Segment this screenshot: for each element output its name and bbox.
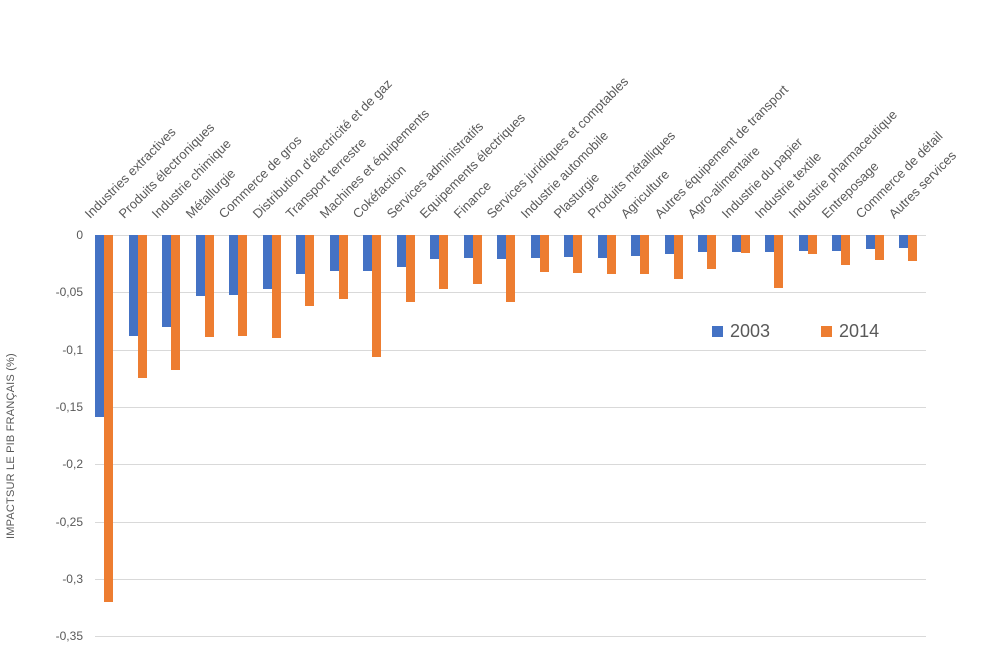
bar-pair xyxy=(732,235,750,253)
bar-pair xyxy=(631,235,649,274)
bar-pair xyxy=(665,235,683,279)
bar-2003 xyxy=(162,235,171,327)
bar-pair xyxy=(330,235,348,299)
bar-2003 xyxy=(866,235,875,249)
bar-2003 xyxy=(631,235,640,256)
bar-2014 xyxy=(573,235,582,273)
bar-2003 xyxy=(263,235,272,289)
bar-2003 xyxy=(832,235,841,251)
gridline xyxy=(95,350,926,351)
gridline xyxy=(95,636,926,637)
y-tick-label: -0,3 xyxy=(62,572,83,586)
bar-pair xyxy=(899,235,917,261)
bar-2014 xyxy=(439,235,448,289)
y-axis-title: IMPACTSUR LE PIB FRANÇAIS (%) xyxy=(5,353,17,539)
bar-2014 xyxy=(774,235,783,288)
bar-pair xyxy=(196,235,214,337)
bar-2003 xyxy=(464,235,473,258)
y-tick-label: -0,05 xyxy=(55,285,83,299)
bar-2014 xyxy=(674,235,683,279)
bar-pair xyxy=(464,235,482,284)
bar-2014 xyxy=(506,235,515,302)
bar-2014 xyxy=(640,235,649,274)
bar-2003 xyxy=(765,235,774,252)
bar-2003 xyxy=(363,235,372,271)
bar-pair xyxy=(698,235,716,269)
bar-pair xyxy=(129,235,147,378)
bar-2014 xyxy=(540,235,549,272)
bar-2003 xyxy=(397,235,406,267)
gridline xyxy=(95,464,926,465)
bar-2003 xyxy=(229,235,238,295)
bar-2003 xyxy=(196,235,205,296)
legend-item-2014: 2014 xyxy=(821,322,879,340)
bar-2003 xyxy=(531,235,540,258)
bar-2014 xyxy=(238,235,247,336)
legend: 2003 2014 xyxy=(712,322,879,340)
bar-2014 xyxy=(808,235,817,254)
gridline xyxy=(95,522,926,523)
bar-2003 xyxy=(330,235,339,271)
bar-2003 xyxy=(732,235,741,252)
bar-2014 xyxy=(875,235,884,260)
bar-pair xyxy=(397,235,415,302)
y-tick-label: -0,1 xyxy=(62,343,83,357)
bar-2003 xyxy=(296,235,305,274)
bar-2003 xyxy=(95,235,104,417)
bar-2003 xyxy=(698,235,707,252)
bar-2003 xyxy=(665,235,674,254)
bar-2003 xyxy=(129,235,138,336)
bar-pair xyxy=(162,235,180,370)
legend-label-2014: 2014 xyxy=(839,321,880,341)
bar-pair xyxy=(531,235,549,272)
y-tick-label: 0 xyxy=(76,228,83,242)
legend-swatch-2003 xyxy=(712,325,723,337)
bar-pair xyxy=(598,235,616,274)
bar-pair xyxy=(765,235,783,288)
bar-pair xyxy=(263,235,281,338)
bar-pair xyxy=(564,235,582,273)
bar-pair xyxy=(95,235,113,602)
bar-pair xyxy=(229,235,247,336)
bar-2014 xyxy=(104,235,113,602)
y-tick-label: -0,25 xyxy=(55,515,83,529)
bar-2003 xyxy=(799,235,808,251)
y-tick-label: -0,15 xyxy=(55,400,83,414)
bar-2003 xyxy=(598,235,607,258)
bar-2014 xyxy=(908,235,917,261)
bar-2014 xyxy=(741,235,750,253)
bar-2014 xyxy=(171,235,180,370)
gridline xyxy=(95,407,926,408)
bar-pair xyxy=(296,235,314,306)
gridline xyxy=(95,579,926,580)
bar-pair xyxy=(497,235,515,302)
bar-2003 xyxy=(497,235,506,259)
bar-2014 xyxy=(272,235,281,338)
bar-2014 xyxy=(841,235,850,265)
bar-pair xyxy=(832,235,850,265)
bar-2014 xyxy=(707,235,716,269)
bar-pair xyxy=(363,235,381,357)
bar-2014 xyxy=(205,235,214,337)
bar-2014 xyxy=(406,235,415,302)
bar-2003 xyxy=(430,235,439,259)
bar-2014 xyxy=(473,235,482,284)
bar-2014 xyxy=(372,235,381,357)
bar-pair xyxy=(430,235,448,289)
legend-label-2003: 2003 xyxy=(730,321,771,341)
legend-item-2003: 2003 xyxy=(712,322,770,340)
legend-swatch-2014 xyxy=(821,325,833,337)
y-tick-label: -0,2 xyxy=(62,457,83,471)
bar-2014 xyxy=(339,235,348,299)
bar-2014 xyxy=(305,235,314,306)
bar-2014 xyxy=(607,235,616,274)
bar-2014 xyxy=(138,235,147,378)
bar-pair xyxy=(799,235,817,254)
bar-2003 xyxy=(899,235,908,248)
bar-2003 xyxy=(564,235,573,257)
bar-pair xyxy=(866,235,884,260)
y-tick-label: -0,35 xyxy=(55,629,83,643)
